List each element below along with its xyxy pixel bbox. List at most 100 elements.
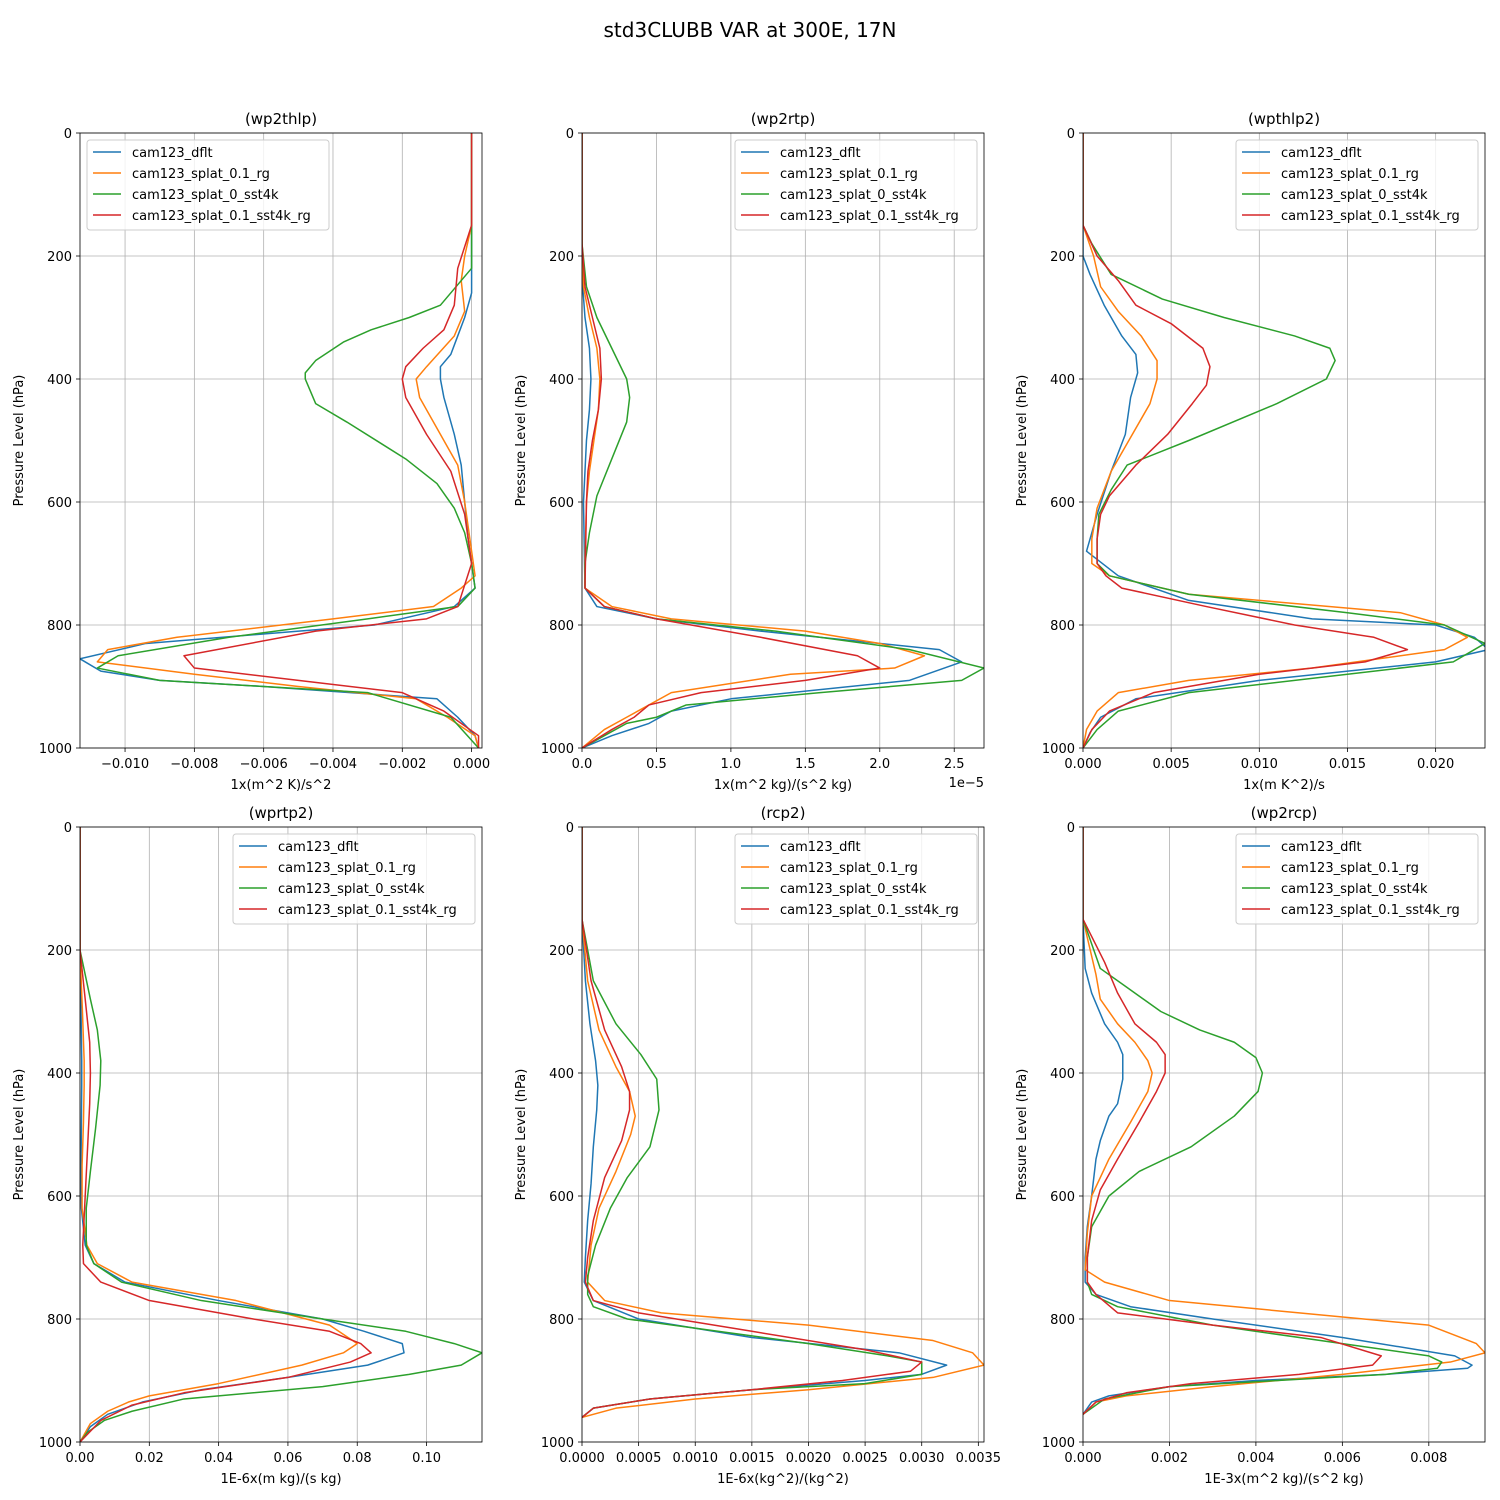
legend-label: cam123_splat_0_sst4k [1281,188,1428,203]
x-tick-label: 0.000 [1064,757,1101,772]
x-axis: 0.0000 0.0005 0.0010 0.0015 0.0020 0.0025 0.00… [559,1442,1001,1466]
series-line-cam123_splat_0.1_rg [96,133,480,748]
x-tick-label: 0.0030 [899,1451,945,1466]
x-tick-label: 0.0 [572,757,593,772]
series-line-cam123_splat_0_sst4k [80,827,482,1442]
y-tick-label: 0 [566,821,574,836]
y-tick-label: 600 [549,496,574,511]
x-tick-label: 0.0000 [559,1451,605,1466]
x-tick-label: 0.010 [1241,757,1278,772]
x-tick-label: 0.000 [1064,1451,1101,1466]
x-tick-label: 0.0010 [672,1451,718,1466]
series-group [1083,827,1485,1416]
legend-frame [1235,833,1479,925]
legend-frame [734,139,978,231]
legend-label: cam123_splat_0_sst4k [1281,882,1428,897]
legend-label: cam123_dflt [1281,146,1362,161]
legend-label: cam123_splat_0.1_sst4k_rg [780,209,959,224]
y-tick-label: 0 [64,127,72,142]
legend-label: cam123_splat_0_sst4k [780,882,927,897]
x-tick-label: 0.06 [273,1451,302,1466]
legend-frame [232,833,476,925]
legend-label: cam123_splat_0_sst4k [780,188,927,203]
y-tick-label: 400 [549,373,574,388]
legend: cam123_dflt cam123_splat_0.1_rg cam123_spl… [86,139,330,231]
x-tick-label: −0.006 [240,757,288,772]
legend-label: cam123_splat_0.1_rg [780,861,918,876]
series-line-cam123_splat_0.1_sst4k_rg [582,133,881,748]
subplot-title: (wprtp2) [249,804,314,822]
x-tick-label: 2.0 [869,757,890,772]
series-line-cam123_splat_0_sst4k [96,133,480,748]
series-line-cam123_splat_0.1_rg [582,133,926,748]
x-tick-label: 1.5 [795,757,816,772]
series-line-cam123_dflt [1083,133,1485,748]
legend-label: cam123_splat_0.1_sst4k_rg [278,903,457,918]
figure-title: std3CLUBB VAR at 300E, 17N [604,18,897,42]
y-tick-label: 600 [1050,1190,1075,1205]
x-tick-label: 0.008 [1410,1451,1447,1466]
subplot-4: 0.00 0.02 0.04 0.06 0.08 0.10 0 200 400 600 800 100… [12,804,483,1487]
y-axis: 0 200 400 600 800 1000 [1042,821,1083,1451]
y-axis: 0 200 400 600 800 1000 [39,821,80,1451]
y-axis: 0 200 400 600 800 1000 [1042,127,1083,757]
y-axis: 0 200 400 600 800 1000 [541,821,582,1451]
series-line-cam123_splat_0.1_sst4k_rg [80,827,372,1442]
y-tick-label: 400 [549,1067,574,1082]
x-tick-label: 0.02 [135,1451,164,1466]
axes-frame [1082,132,1486,749]
x-tick-label: 0.0020 [786,1451,832,1466]
x-tick-label: 0.0035 [956,1451,1002,1466]
legend-label: cam123_splat_0.1_sst4k_rg [132,209,311,224]
x-tick-label: 0.10 [412,1451,441,1466]
y-tick-label: 200 [1050,944,1075,959]
series-line-cam123_splat_0.1_rg [1083,827,1485,1416]
x-tick-label: 0.0005 [616,1451,662,1466]
grid [79,826,482,1443]
y-tick-label: 200 [47,944,72,959]
series-line-cam123_splat_0.1_sst4k_rg [1083,133,1409,748]
y-tick-label: 600 [47,1190,72,1205]
subplot-grid: −0.010 −0.008 −0.006 −0.004 −0.002 0.00002004… [12,110,1486,1487]
x-tick-label: 0.0015 [729,1451,775,1466]
subplot-title: (wp2thlp) [245,110,317,128]
series-group [80,133,480,748]
x-tick-label: −0.008 [170,757,218,772]
legend-label: cam123_dflt [1281,840,1362,855]
y-tick-label: 1000 [541,742,574,757]
axes-frame [79,132,483,749]
legend-label: cam123_splat_0.1_rg [278,861,416,876]
y-tick-label: 0 [566,127,574,142]
x-tick-label: 0.08 [343,1451,372,1466]
x-tick-label: −0.010 [101,757,149,772]
subplot-title: (wp2rcp) [1251,804,1318,822]
y-tick-label: 200 [549,944,574,959]
series-line-cam123_dflt [582,827,948,1419]
series-line-cam123_splat_0.1_rg [80,827,358,1442]
legend-label: cam123_dflt [780,840,861,855]
y-tick-label: 400 [1050,373,1075,388]
y-tick-label: 1000 [39,742,72,757]
y-axis: 0 200 400 600 800 1000 [541,127,582,757]
y-axis-label: Pressure Level (hPa) [12,375,27,507]
legend-label: cam123_splat_0_sst4k [278,882,425,897]
legend-frame [734,833,978,925]
x-axis: 0.000 0.002 0.004 0.006 0.008 [1064,1442,1447,1466]
x-tick-label: 0.0025 [842,1451,888,1466]
series-line-cam123_splat_0.1_sst4k_rg [183,133,480,748]
y-tick-label: 200 [47,250,72,265]
legend-label: cam123_dflt [780,146,861,161]
x-tick-label: 0.5 [646,757,667,772]
subplot-5: 0.0000 0.0005 0.0010 0.0015 0.0020 0.0025 0.00… [514,804,1001,1487]
x-axis: 0.0 0.5 1.0 1.5 2.0 2.5 [572,748,965,772]
y-tick-label: 800 [47,1313,72,1328]
y-tick-label: 800 [549,619,574,634]
y-tick-label: 800 [1050,619,1075,634]
y-tick-label: 200 [1050,250,1075,265]
legend-label: cam123_splat_0.1_rg [132,167,270,182]
y-tick-label: 800 [1050,1313,1075,1328]
series-line-cam123_splat_0.1_sst4k_rg [1083,827,1383,1416]
y-tick-label: 800 [549,1313,574,1328]
x-offset-text: 1e−5 [949,776,984,791]
legend-label: cam123_splat_0.1_sst4k_rg [780,903,959,918]
